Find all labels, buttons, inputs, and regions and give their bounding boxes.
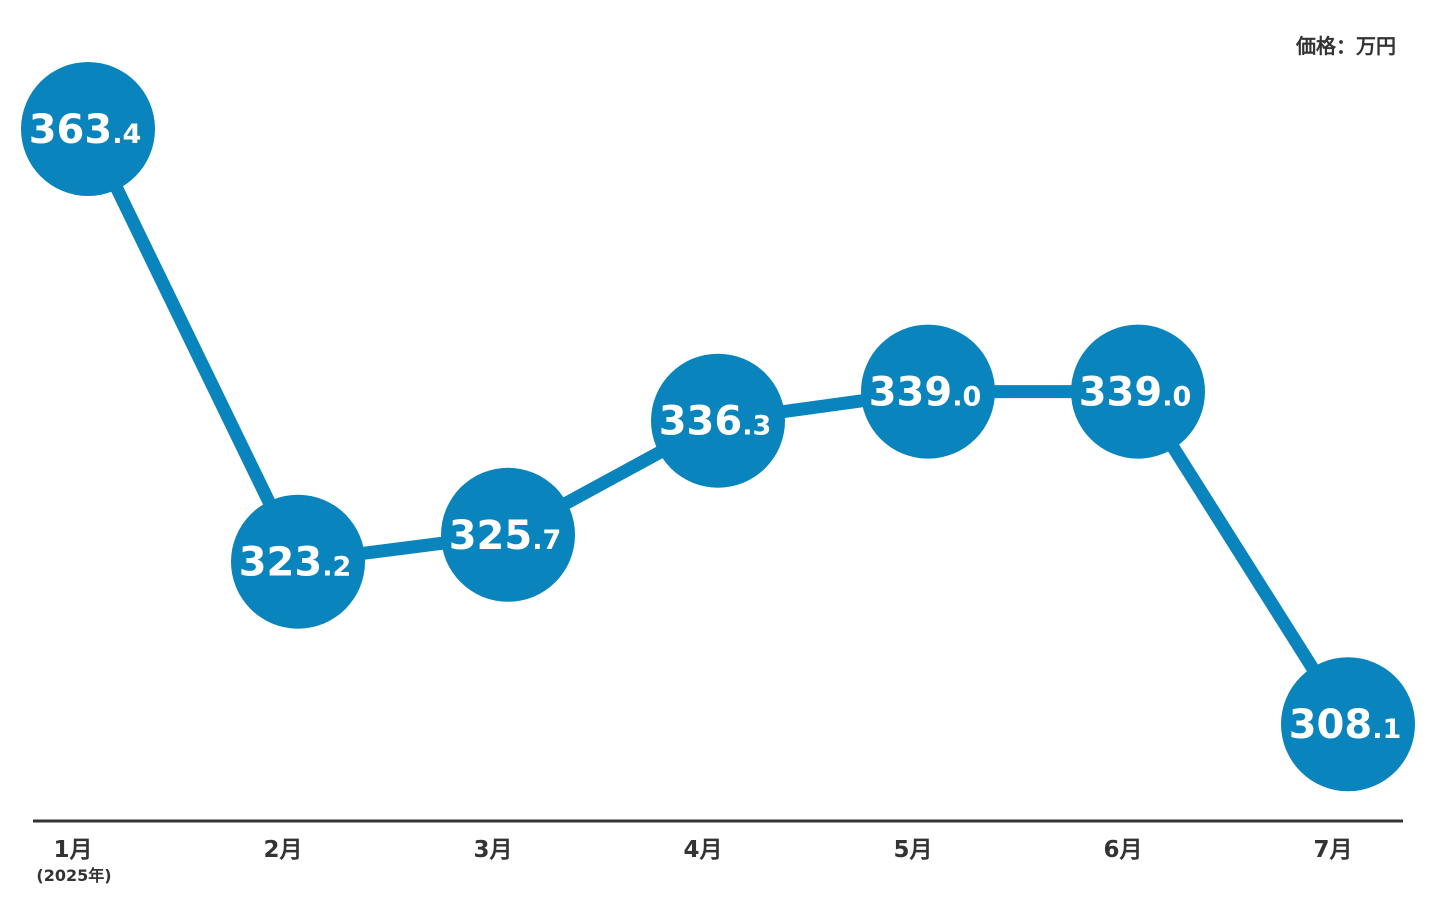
data-point: 363.4 <box>21 62 155 196</box>
data-point-marker <box>1071 324 1205 459</box>
data-label: 336.3 <box>659 399 772 445</box>
data-label: 339.0 <box>1079 370 1192 416</box>
data-point: 339.0 <box>861 324 995 459</box>
data-point-marker <box>231 494 365 629</box>
data-point: 308.1 <box>1281 657 1415 792</box>
data-label: 308.1 <box>1289 702 1402 748</box>
x-tick-label: 4月 <box>683 837 722 863</box>
data-point: 336.3 <box>651 353 785 488</box>
x-tick-label: 7月 <box>1313 837 1352 863</box>
x-axis-tick-labels: 1月 (2025年) 2月 3月 4月 5月 6月 7月 <box>36 837 1352 885</box>
x-tick-label: 5月 <box>893 837 932 863</box>
data-label: 325.7 <box>449 513 562 559</box>
data-point: 339.0 <box>1071 324 1205 459</box>
x-tick-label: 2月 <box>263 837 302 863</box>
data-point: 323.2 <box>231 494 365 629</box>
x-tick-sublabel: (2025年) <box>36 866 111 885</box>
data-label: 363.4 <box>29 107 142 153</box>
data-point-marker <box>21 62 155 196</box>
data-point-marker <box>441 467 575 602</box>
data-label: 323.2 <box>239 540 352 586</box>
data-point-marker <box>861 324 995 459</box>
data-points: 363.4 323.2 325.7 336.3 339.0 339.0 308.1 <box>21 62 1415 792</box>
x-tick-label: 3月 <box>473 837 512 863</box>
data-point: 325.7 <box>441 467 575 602</box>
x-tick-label: 6月 <box>1103 837 1142 863</box>
x-tick-label: 1月 <box>53 837 92 863</box>
data-label: 339.0 <box>869 370 982 416</box>
unit-label: 価格：万円 <box>1296 34 1396 58</box>
data-point-marker <box>651 353 785 488</box>
data-point-marker <box>1281 657 1415 792</box>
